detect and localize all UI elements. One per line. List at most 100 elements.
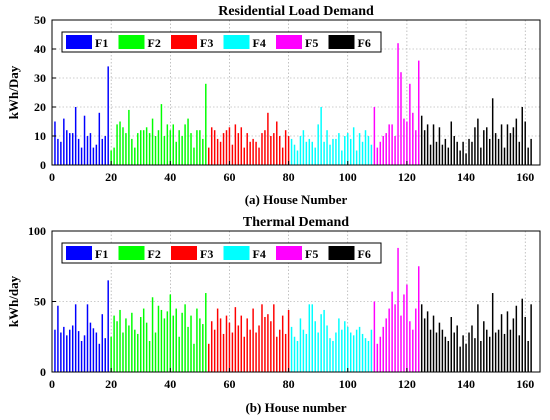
bar [71, 133, 74, 165]
bar [332, 138, 334, 165]
bar [426, 311, 429, 372]
bar [320, 107, 322, 165]
bar [163, 318, 166, 372]
x-tick-label: 60 [223, 377, 235, 391]
bar [231, 144, 234, 165]
bar [131, 312, 133, 372]
bar [264, 130, 266, 165]
bar [326, 130, 328, 165]
bar [66, 335, 68, 372]
bar [497, 138, 500, 165]
bar [131, 138, 133, 165]
bar [438, 127, 441, 165]
bar [491, 98, 494, 165]
bar [151, 297, 154, 372]
legend-swatch [66, 246, 92, 260]
bar [284, 130, 287, 165]
bar [302, 130, 305, 165]
bar [370, 329, 373, 372]
bar [474, 338, 476, 372]
legend-swatch [223, 35, 250, 49]
bar [409, 321, 411, 372]
bar [468, 138, 470, 165]
bar [222, 133, 225, 165]
legend-swatch [276, 35, 302, 49]
bar [243, 336, 245, 372]
bar [477, 118, 479, 165]
legend-swatch [171, 246, 197, 260]
series-F6 [420, 98, 532, 165]
bar [317, 124, 319, 165]
bar [459, 150, 461, 165]
bar [202, 324, 204, 372]
bar [270, 136, 272, 165]
bar [491, 293, 494, 372]
bar [199, 318, 201, 372]
x-tick-label: 0 [49, 170, 55, 184]
legend-swatch [328, 35, 355, 49]
bar [128, 109, 130, 165]
bar [347, 326, 349, 372]
bar [77, 138, 80, 165]
legend-label: F6 [358, 36, 371, 50]
y-tick-label: 0 [40, 365, 46, 379]
bar [63, 118, 65, 165]
legend-label: F3 [200, 36, 213, 50]
bar [142, 130, 145, 165]
bar [373, 107, 376, 165]
series-F4 [290, 304, 373, 372]
bar [210, 321, 213, 372]
bar [412, 112, 414, 165]
bar [237, 133, 240, 165]
bar [278, 136, 281, 165]
bar [376, 343, 379, 372]
bar [86, 304, 89, 372]
series-F5 [373, 43, 420, 166]
series-F5 [373, 247, 420, 372]
bar [246, 318, 248, 372]
bar [423, 318, 426, 372]
series-F2 [110, 83, 207, 165]
bar [515, 118, 518, 165]
bar [134, 147, 136, 165]
bar [335, 332, 337, 372]
bar [391, 124, 393, 165]
bar [145, 127, 148, 165]
bar [264, 317, 266, 372]
bar [157, 305, 160, 372]
bar [335, 138, 337, 165]
legend-swatch [118, 246, 145, 260]
bar [249, 329, 251, 372]
bar [370, 144, 373, 165]
bar [341, 329, 343, 372]
bar [530, 138, 532, 165]
bar [252, 308, 254, 372]
bar [338, 318, 340, 372]
bar [116, 124, 118, 165]
bar [225, 130, 228, 165]
bar [465, 343, 467, 372]
y-tick-label: 0 [40, 158, 46, 172]
x-tick-label: 20 [105, 170, 117, 184]
bar [486, 329, 488, 372]
bar [400, 315, 402, 372]
bar [323, 141, 325, 165]
bar [190, 315, 192, 372]
bar [435, 141, 438, 165]
bar [110, 150, 112, 165]
bar [329, 338, 331, 372]
bar [243, 147, 245, 165]
bar [441, 329, 444, 372]
bar [344, 321, 346, 372]
bar [376, 147, 379, 165]
legend-label: F1 [95, 247, 108, 261]
bar [361, 141, 364, 165]
x-tick-label: 100 [339, 377, 357, 391]
bar [397, 43, 399, 166]
series-F1 [54, 66, 109, 165]
y-axis-label: kWh/day [6, 275, 21, 327]
bar [54, 121, 56, 165]
bar [225, 315, 228, 372]
bar [101, 314, 104, 372]
legend-label: F5 [305, 247, 318, 261]
